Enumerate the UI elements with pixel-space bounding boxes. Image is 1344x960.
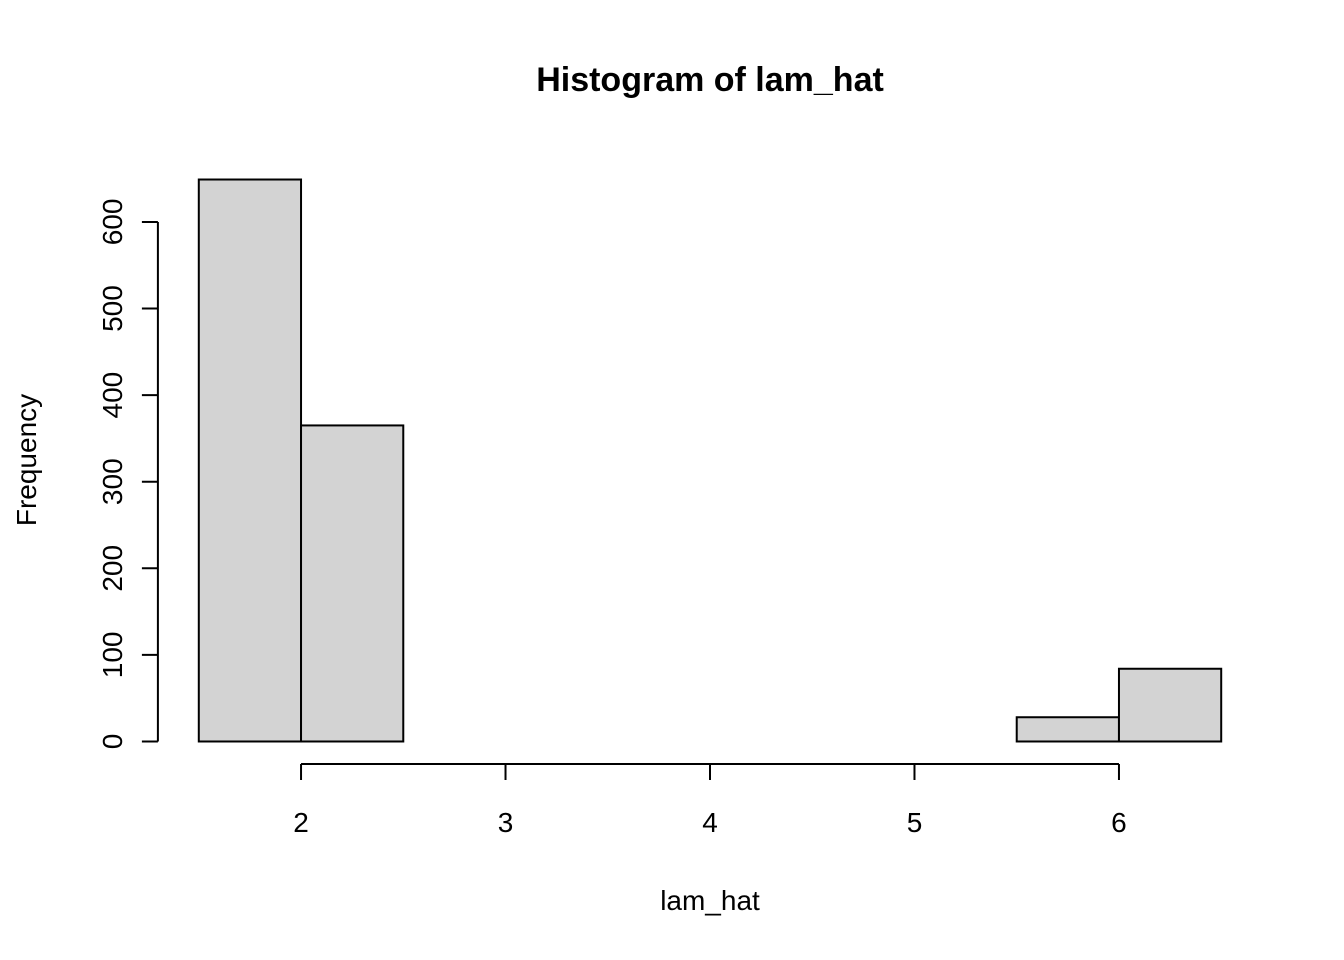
y-tick-label: 100 bbox=[97, 632, 128, 679]
bar bbox=[197, 178, 303, 743]
x-tick-label: 6 bbox=[1111, 807, 1127, 838]
y-tick-label: 500 bbox=[97, 285, 128, 332]
x-tick-label: 2 bbox=[293, 807, 309, 838]
y-axis-label: Frequency bbox=[11, 394, 42, 526]
bar bbox=[1117, 667, 1223, 743]
x-axis-label: lam_hat bbox=[660, 885, 760, 916]
x-tick-label: 3 bbox=[498, 807, 514, 838]
bar bbox=[300, 424, 405, 743]
y-tick-label: 0 bbox=[97, 734, 128, 750]
y-tick-label: 300 bbox=[97, 458, 128, 505]
y-tick-label: 600 bbox=[97, 199, 128, 246]
y-tick-label: 200 bbox=[97, 545, 128, 592]
x-tick-label: 4 bbox=[702, 807, 718, 838]
bar bbox=[1015, 716, 1120, 743]
chart-title: Histogram of lam_hat bbox=[536, 61, 884, 99]
y-tick-label: 400 bbox=[97, 372, 128, 419]
x-tick-label: 5 bbox=[907, 807, 923, 838]
